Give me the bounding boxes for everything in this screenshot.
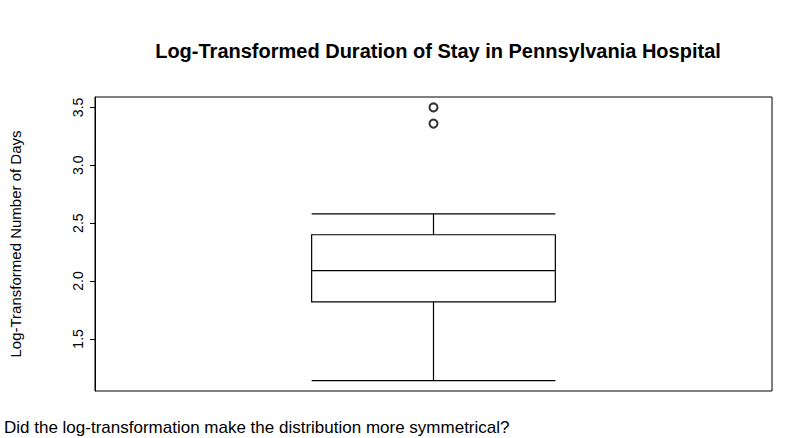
svg-text:2.5: 2.5 [70,213,86,233]
svg-text:3.5: 3.5 [70,97,86,117]
svg-text:3.0: 3.0 [70,155,86,175]
svg-text:1.5: 1.5 [70,329,86,349]
svg-text:Log-Transformed Number of Days: Log-Transformed Number of Days [7,130,24,357]
svg-text:2.0: 2.0 [70,271,86,291]
svg-text:Log-Transformed Duration of St: Log-Transformed Duration of Stay in Penn… [155,40,721,62]
svg-text:Did the log-transformation mak: Did the log-transformation make the dist… [4,418,509,437]
